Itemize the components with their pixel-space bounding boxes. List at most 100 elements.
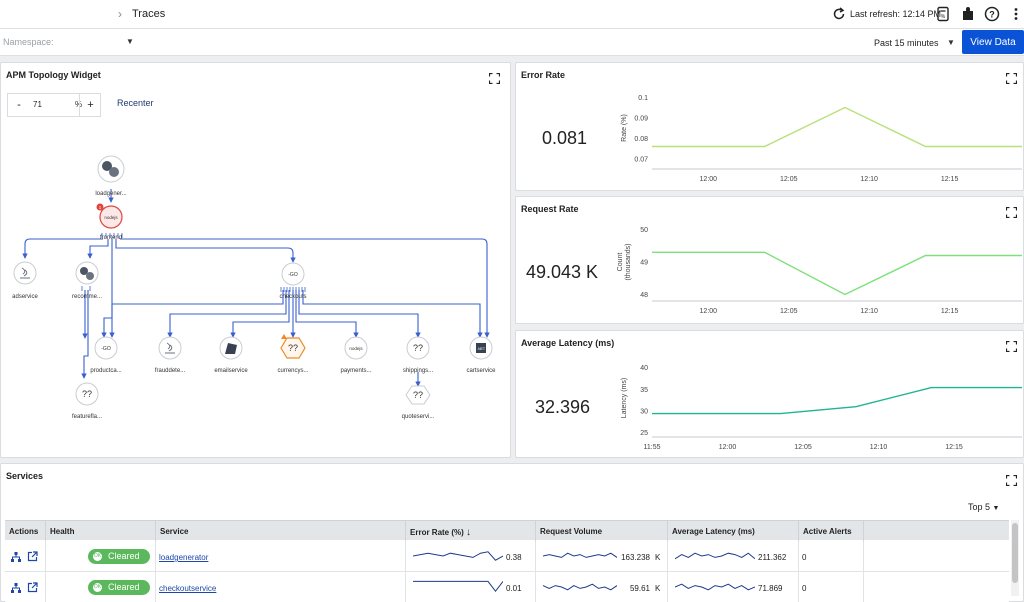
- topology-node-emailservice[interactable]: emailservice: [214, 336, 248, 374]
- time-range-select[interactable]: Past 15 minutes: [874, 38, 939, 48]
- request-rate-value: 49.043 K: [526, 262, 599, 282]
- svg-text:1: 1: [99, 205, 102, 210]
- error-rate-sparkline: [413, 580, 503, 593]
- table-row[interactable]: OK Cleared loadgenerator 0.38 163.238 K 2…: [5, 541, 1009, 572]
- external-link-icon[interactable]: [27, 582, 38, 593]
- breadcrumb-traces[interactable]: Traces: [132, 8, 166, 20]
- node-label: recomme...: [72, 294, 102, 300]
- more-vertical-icon[interactable]: [1008, 6, 1024, 22]
- error-rate-panel: Error Rate 0.081 0.1 0.09 0.08 0.07 12:00 12:…: [515, 62, 1024, 191]
- document-icon[interactable]: %: [935, 6, 951, 22]
- expand-icon[interactable]: [489, 73, 500, 84]
- column-actions: Actions: [9, 527, 39, 536]
- zoom-in-button[interactable]: +: [79, 94, 101, 116]
- topology-node-shipping[interactable]: ?? shippings...: [403, 336, 434, 374]
- topology-icon[interactable]: [11, 583, 21, 593]
- error-rate-cell: 0.38: [506, 553, 522, 562]
- topology-node-frontend[interactable]: nodejs frontend: [99, 205, 123, 241]
- topology-node-frauddetection[interactable]: frauddete...: [155, 336, 186, 374]
- sparkline-series: [413, 580, 503, 593]
- external-link-icon[interactable]: [27, 551, 38, 562]
- topology-node-payment[interactable]: nodejs payments...: [340, 336, 372, 374]
- column-active-alerts[interactable]: Active Alerts: [803, 527, 852, 536]
- nodejs-icon: nodejs: [349, 346, 363, 351]
- active-alerts-cell: 0: [802, 553, 807, 562]
- topology-node-quoteservice[interactable]: ?? quoteservi...: [402, 385, 435, 420]
- topology-node-loadgenerator[interactable]: loadgener...: [95, 155, 127, 197]
- expand-icon[interactable]: [1006, 73, 1017, 84]
- expand-icon[interactable]: [1006, 207, 1017, 218]
- y-tick-label: 0.07: [634, 156, 648, 163]
- x-tick-label: 12:05: [780, 176, 798, 183]
- x-tick-label: 12:10: [870, 444, 888, 451]
- x-tick-label: 12:10: [860, 176, 878, 183]
- dotnet-icon: .NET: [477, 347, 486, 351]
- error-rate-cell: 0.01: [506, 584, 522, 593]
- top-n-select[interactable]: Top 5 ▼: [968, 502, 1000, 512]
- go-icon: -GO: [288, 272, 298, 278]
- refresh-icon[interactable]: [832, 7, 846, 21]
- column-request-volume[interactable]: Request Volume: [540, 527, 603, 536]
- svg-text:?: ?: [989, 10, 995, 20]
- topology-node-currency[interactable]: ?? currencys...: [277, 334, 309, 374]
- status-badge: OK Cleared: [88, 580, 150, 595]
- services-title: Services: [6, 471, 44, 481]
- service-link[interactable]: loadgenerator: [159, 553, 209, 562]
- time-range-caret-icon[interactable]: ▼: [947, 38, 955, 47]
- topology-node-productcatalog[interactable]: -GO productca...: [90, 336, 122, 374]
- nodejs-icon: nodejs: [104, 215, 118, 220]
- column-error-rate[interactable]: Error Rate (%) ↓: [410, 527, 472, 538]
- recenter-button[interactable]: Recenter: [117, 98, 154, 108]
- topology-node-checkout[interactable]: -GO checkouts: [279, 262, 307, 300]
- view-data-button[interactable]: View Data: [962, 30, 1024, 54]
- error-rate-chart: 0.1 0.09 0.08 0.07 12:00 12:05 12:10 12:15 Rate …: [621, 95, 1022, 183]
- namespace-select[interactable]: Namespace:: [3, 37, 54, 47]
- y-axis-label: Count: [617, 253, 624, 272]
- table-row[interactable]: OK Cleared checkoutservice 0.01 59.61 K 7…: [5, 572, 1009, 602]
- latency-panel: Average Latency (ms) 32.396 40 35 30 25 11:5…: [515, 330, 1024, 458]
- namespace-caret-icon[interactable]: ▼: [126, 37, 134, 46]
- series-line: [652, 106, 1022, 148]
- node-label: emailservice: [214, 368, 248, 374]
- column-health[interactable]: Health: [50, 527, 75, 536]
- expand-icon[interactable]: [1006, 341, 1017, 352]
- column-service[interactable]: Service: [160, 527, 189, 536]
- node-label: currencys...: [277, 368, 308, 374]
- zoom-value-input[interactable]: 71: [33, 100, 42, 109]
- service-link[interactable]: checkoutservice: [159, 584, 217, 593]
- request-rate-panel: Request Rate 49.043 K 50 49 48 12:00 12:05 12…: [515, 196, 1024, 324]
- y-tick-label: 0.09: [634, 115, 648, 122]
- error-rate-value: 0.081: [542, 128, 588, 148]
- topology-node-adservice[interactable]: adservice: [12, 261, 38, 300]
- unknown-icon: ??: [82, 389, 92, 399]
- help-icon[interactable]: ?: [984, 6, 1000, 22]
- active-alerts-cell: 0: [802, 584, 807, 593]
- topology-graph[interactable]: loadgener... nodejs frontend 1 adservice…: [0, 0, 512, 458]
- topology-node-cartservice[interactable]: .NET cartservice: [466, 336, 496, 374]
- y-tick-label: 0.1: [638, 95, 648, 102]
- latency-chart: 40 35 30 25 11:55 12:00 12:05 12:10 12:15 Latency…: [621, 365, 1022, 451]
- node-label: productca...: [90, 368, 122, 374]
- y-tick-label: 30: [640, 409, 648, 416]
- filter-bar: Namespace: ▼ Past 15 minutes ▼ View Data: [0, 29, 1024, 56]
- zoom-control: - 71 % +: [7, 93, 101, 117]
- expand-icon[interactable]: [1006, 475, 1017, 486]
- column-average-latency[interactable]: Average Latency (ms): [672, 527, 755, 536]
- x-tick-label: 11:55: [644, 444, 661, 451]
- latency-cell: 211.362: [758, 553, 787, 562]
- x-tick-label: 12:00: [719, 444, 737, 451]
- y-axis-label: Latency (ms): [621, 378, 628, 418]
- node-label: loadgener...: [95, 191, 127, 197]
- alert-badge: 1: [96, 203, 104, 211]
- topology-node-recommendation[interactable]: recomme...: [72, 261, 102, 300]
- latency-value: 32.396: [535, 397, 591, 417]
- zoom-out-button[interactable]: -: [17, 99, 21, 111]
- unknown-icon: ??: [413, 390, 423, 400]
- topology-icon[interactable]: [11, 552, 21, 562]
- node-label: featurefla...: [72, 414, 102, 420]
- y-axis-label: Rate (%): [621, 114, 628, 142]
- plugin-icon[interactable]: [960, 6, 976, 22]
- status-badge: OK Cleared: [88, 549, 150, 564]
- table-scroll-thumb[interactable]: [1012, 523, 1018, 583]
- topology-node-featureflag[interactable]: ?? featurefla...: [72, 382, 102, 420]
